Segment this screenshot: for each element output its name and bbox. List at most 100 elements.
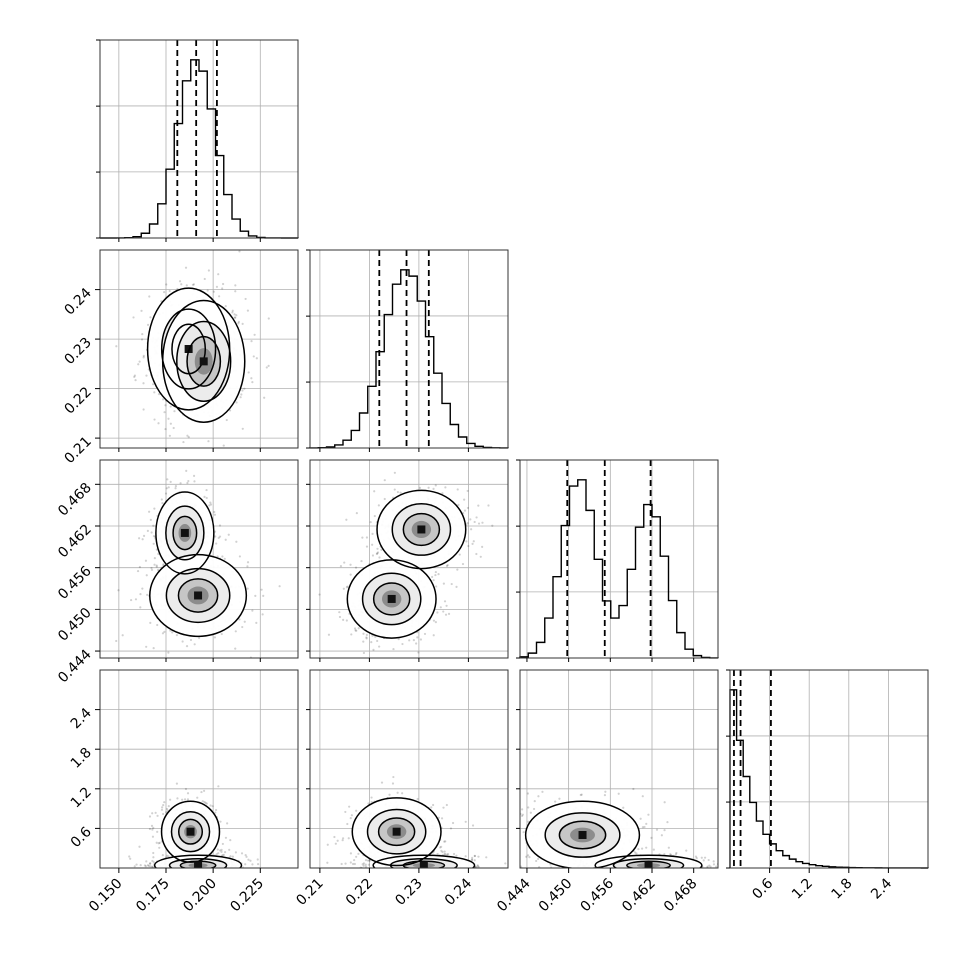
scatter-point bbox=[430, 806, 433, 809]
scatter-point bbox=[434, 621, 437, 624]
scatter-point bbox=[192, 474, 196, 477]
scatter-point bbox=[346, 585, 349, 588]
scatter-point bbox=[392, 775, 395, 779]
scatter-point bbox=[416, 797, 419, 801]
scatter-point bbox=[645, 822, 648, 825]
scatter-point bbox=[645, 846, 648, 849]
scatter-point bbox=[350, 814, 353, 817]
scatter-point bbox=[223, 557, 226, 560]
scatter-point bbox=[370, 800, 373, 804]
scatter-point bbox=[473, 854, 476, 858]
scatter-point bbox=[355, 629, 358, 632]
scatter-point bbox=[135, 863, 138, 866]
scatter-point bbox=[647, 813, 650, 816]
scatter-point bbox=[166, 478, 169, 481]
scatter-point bbox=[226, 822, 229, 825]
scatter-point bbox=[416, 636, 419, 639]
scatter-point bbox=[473, 859, 476, 862]
scatter-point bbox=[346, 822, 349, 826]
scatter-point bbox=[207, 269, 210, 272]
scatter-point bbox=[260, 588, 263, 591]
scatter-point bbox=[235, 540, 238, 543]
scatter-point bbox=[341, 837, 345, 840]
scatter-point bbox=[455, 854, 458, 857]
diag-panel-3 bbox=[730, 670, 928, 868]
scatter-point bbox=[432, 487, 435, 490]
scatter-point bbox=[437, 573, 440, 576]
scatter-point bbox=[456, 568, 459, 571]
scatter-point bbox=[339, 565, 343, 568]
scatter-point bbox=[163, 630, 166, 633]
scatter-point bbox=[121, 634, 124, 637]
scatter-point bbox=[525, 855, 528, 858]
density-1-3 bbox=[326, 775, 507, 868]
scatter-point bbox=[366, 859, 370, 862]
histogram-2 bbox=[519, 479, 719, 659]
scatter-point bbox=[373, 514, 376, 518]
scatter-point bbox=[244, 297, 247, 301]
contour-line bbox=[177, 818, 204, 845]
scatter-point bbox=[218, 295, 221, 298]
scatter-point bbox=[466, 489, 469, 493]
scatter-point bbox=[165, 283, 168, 286]
scatter-point bbox=[231, 309, 234, 312]
scatter-point bbox=[457, 503, 460, 507]
scatter-point bbox=[238, 555, 241, 558]
scatter-point bbox=[137, 363, 140, 366]
scatter-point bbox=[204, 801, 207, 805]
scatter-point bbox=[471, 824, 475, 827]
scatter-point bbox=[401, 642, 404, 646]
scatter-point bbox=[333, 835, 336, 839]
scatter-point bbox=[150, 531, 153, 534]
scatter-point bbox=[376, 639, 379, 643]
density-0-1 bbox=[115, 250, 270, 447]
scatter-point bbox=[380, 781, 384, 784]
scatter-point bbox=[353, 858, 356, 862]
scatter-point bbox=[435, 585, 438, 588]
scatter-point bbox=[219, 849, 222, 852]
scatter-point bbox=[136, 569, 140, 573]
scatter-point bbox=[181, 798, 184, 801]
scatter-point bbox=[254, 594, 257, 597]
scatter-point bbox=[146, 864, 150, 867]
scatter-point bbox=[217, 852, 220, 855]
scatter-point bbox=[203, 277, 206, 281]
scatter-point bbox=[432, 619, 436, 622]
scatter-point bbox=[443, 600, 447, 603]
diag-panel-1 bbox=[310, 250, 508, 448]
scatter-point bbox=[157, 393, 161, 396]
scatter-point bbox=[238, 618, 241, 621]
scatter-point bbox=[641, 826, 644, 829]
scatter-point bbox=[148, 815, 152, 818]
scatter-point bbox=[396, 791, 399, 794]
scatter-point bbox=[220, 632, 223, 636]
scatter-point bbox=[475, 516, 478, 519]
scatter-point bbox=[246, 565, 249, 568]
scatter-point bbox=[479, 555, 482, 558]
scatter-point bbox=[364, 863, 367, 866]
scatter-point bbox=[206, 289, 209, 292]
scatter-point bbox=[353, 627, 357, 630]
scatter-point bbox=[234, 290, 237, 293]
scatter-point bbox=[151, 835, 155, 838]
scatter-point bbox=[152, 534, 156, 538]
scatter-point bbox=[377, 504, 380, 507]
scatter-point bbox=[371, 554, 375, 557]
scatter-point bbox=[349, 573, 352, 576]
scatter-point bbox=[444, 840, 447, 843]
scatter-point bbox=[208, 504, 211, 507]
scatter-point bbox=[153, 418, 156, 421]
scatter-point bbox=[388, 793, 391, 796]
scatter-point bbox=[338, 611, 341, 614]
scatter-point bbox=[241, 322, 244, 325]
scatter-point bbox=[265, 366, 268, 369]
scatter-point bbox=[707, 858, 710, 862]
scatter-point bbox=[225, 418, 228, 422]
scatter-point bbox=[202, 789, 206, 792]
scatter-point bbox=[143, 864, 147, 867]
scatter-point bbox=[115, 639, 118, 643]
scatter-point bbox=[469, 518, 472, 521]
scatter-point bbox=[152, 856, 155, 859]
scatter-point bbox=[155, 564, 158, 567]
density-peak bbox=[417, 525, 426, 534]
